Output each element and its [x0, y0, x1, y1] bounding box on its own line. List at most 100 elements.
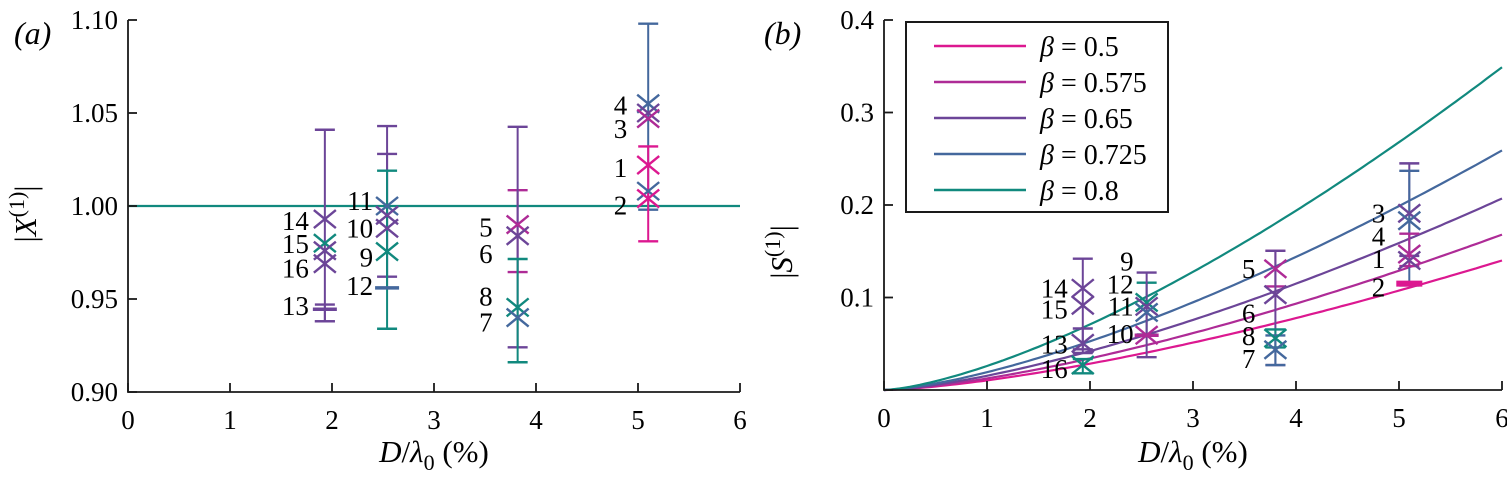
legend: β = 0.5 β = 0.575 β = 0.65 β = 0.725 β = 0.8	[905, 21, 1169, 213]
rich-label: β = 0.725	[1039, 140, 1147, 171]
point-label-2: 2	[1372, 273, 1386, 303]
x-tick-label: 4	[1289, 403, 1303, 433]
x-tick-label: 5	[631, 405, 645, 435]
data-point	[375, 241, 399, 262]
point-label-10: 10	[1107, 319, 1134, 349]
y-tick-label: 1.10	[71, 5, 118, 35]
point-label-11: 11	[347, 186, 373, 216]
data-point	[505, 225, 530, 246]
x-tick-label: 0	[877, 403, 891, 433]
x-tick-label: 5	[1392, 403, 1406, 433]
x-tick-label: 4	[529, 405, 543, 435]
curve-beta-0.5	[883, 259, 1503, 392]
rich-label: D/λ0 (%)	[1137, 434, 1248, 475]
point-label-16: 16	[282, 254, 309, 284]
x-tick-label: 1	[980, 403, 994, 433]
y-tick-label: 0.4	[840, 5, 874, 35]
point-label-15: 15	[1041, 294, 1068, 324]
point-label-7: 7	[1242, 344, 1256, 374]
data-point	[1134, 296, 1159, 317]
data-point	[1071, 333, 1095, 354]
data-point	[1071, 278, 1095, 299]
rich-label: D/λ0 (%)	[378, 434, 489, 475]
data-point	[313, 209, 337, 229]
point-label-9: 9	[360, 243, 374, 273]
point-label-2: 2	[614, 191, 628, 221]
point-label-3: 3	[1372, 198, 1386, 228]
point-label-1: 1	[1372, 244, 1386, 274]
x-tick-label: 2	[325, 405, 339, 435]
data-point	[636, 155, 660, 176]
data-point	[375, 218, 399, 239]
y-tick-label: 0.3	[840, 98, 874, 128]
point-label-15: 15	[282, 229, 309, 259]
rich-label: β = 0.5	[1039, 32, 1119, 63]
y-tick-label: 1.05	[71, 98, 118, 128]
data-point	[1071, 355, 1095, 375]
point-label-13: 13	[282, 291, 309, 321]
y-tick-label: 0.90	[71, 377, 118, 407]
data-point	[1397, 244, 1422, 264]
rich-label: β = 0.8	[1039, 176, 1119, 207]
data-point	[1263, 284, 1288, 305]
axes: 0 1 2 3 4 5 60.900.951.001.051.10D/λ0 (%)|X(1)…	[4, 5, 747, 475]
rich-label: |X(1)|	[4, 185, 43, 242]
data-point	[636, 188, 660, 209]
data-point	[375, 196, 399, 216]
data-points	[312, 93, 660, 328]
data-point	[636, 93, 660, 114]
point-label-1: 1	[614, 153, 628, 183]
data-point	[505, 297, 530, 318]
x-tick-label: 2	[1083, 403, 1097, 433]
point-label-8: 8	[1242, 321, 1256, 351]
data-point	[1263, 339, 1288, 360]
x-tick-label: 6	[1495, 403, 1507, 433]
x-tick-label: 3	[1186, 403, 1200, 433]
x-tick-label: 3	[427, 405, 441, 435]
point-label-6: 6	[1242, 299, 1256, 329]
data-points	[1071, 203, 1423, 375]
y-tick-label: 1.00	[71, 191, 118, 221]
point-label-14: 14	[1041, 273, 1069, 303]
rich-label: β = 0.575	[1039, 68, 1147, 99]
data-point	[1397, 203, 1422, 224]
curve-beta-0.65	[883, 197, 1503, 392]
point-label-11: 11	[1108, 291, 1134, 321]
panel-b-tag: (b)	[764, 15, 801, 51]
data-point	[1397, 210, 1422, 231]
y-tick-label: 0.95	[71, 284, 118, 314]
point-label-8: 8	[479, 281, 493, 311]
point-label-5: 5	[479, 213, 493, 243]
rich-label: β = 0.65	[1039, 104, 1133, 135]
data-point	[636, 108, 660, 129]
point-label-7: 7	[479, 308, 493, 338]
point-label-12: 12	[1107, 269, 1134, 299]
point-label-5: 5	[1242, 254, 1256, 284]
data-point	[1134, 302, 1159, 323]
data-point	[313, 233, 337, 254]
point-label-16: 16	[1041, 354, 1068, 384]
point-label-13: 13	[1041, 329, 1068, 359]
data-point	[1134, 292, 1159, 313]
point-label-9: 9	[1120, 246, 1134, 276]
point-label-14: 14	[282, 206, 310, 236]
data-point	[636, 103, 660, 123]
data-point	[636, 181, 660, 202]
curve-beta-0.8	[883, 66, 1503, 392]
point-label-3: 3	[614, 114, 628, 144]
point-label-6: 6	[479, 239, 493, 269]
y-tick-label: 0.2	[840, 190, 874, 220]
rich-label: |S(1)|	[760, 225, 799, 279]
panel-a-tag: (a)	[14, 15, 51, 51]
data-point	[1397, 250, 1422, 271]
point-label-12: 12	[346, 271, 373, 301]
point-label-10: 10	[346, 213, 373, 243]
curve-beta-0.575	[883, 233, 1503, 392]
data-point	[313, 253, 337, 274]
